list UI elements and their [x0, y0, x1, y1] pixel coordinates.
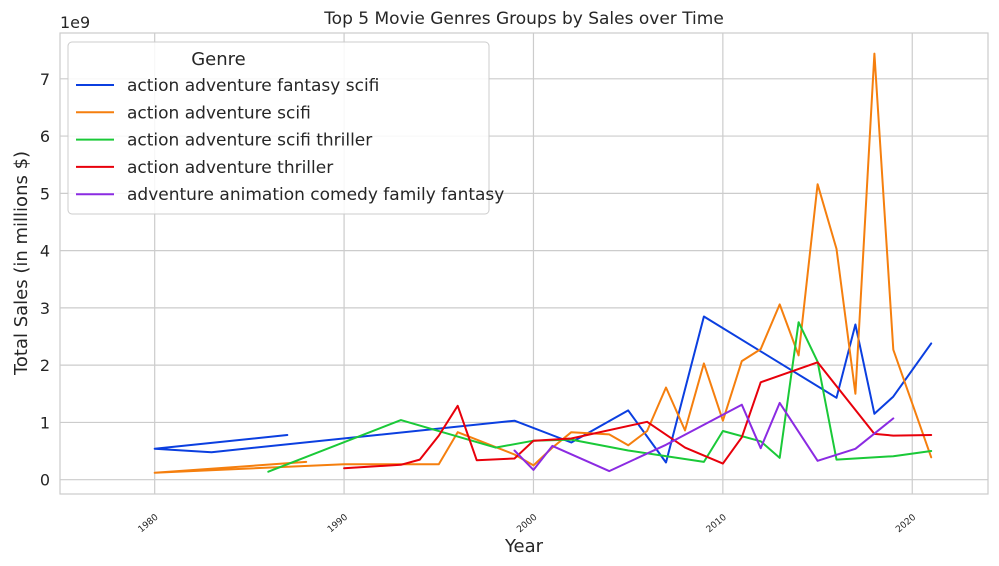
y-tick-label: 0: [40, 471, 50, 490]
y-tick-label: 6: [40, 127, 50, 146]
legend-title: Genre: [191, 49, 246, 70]
legend-label: action adventure thriller: [127, 158, 333, 178]
y-tick-label: 1: [40, 413, 50, 432]
y-axis-offset-label: 1e9: [60, 13, 90, 32]
legend-box: [67, 41, 490, 215]
x-axis-title: Year: [504, 536, 544, 557]
grid: [60, 33, 988, 494]
series-line-2: [153, 52, 933, 474]
legend-label: adventure animation comedy family fantas…: [127, 185, 504, 205]
y-tick-label: 5: [40, 184, 50, 203]
series-line-5: [513, 401, 895, 473]
y-tick-label: 4: [40, 242, 50, 261]
legend: Genre action adventure fantasy scifi actio…: [67, 41, 504, 215]
legend-label: action adventure scifi: [127, 103, 311, 123]
y-axis-title: Total Sales (in millions $): [11, 151, 32, 376]
series-line-3: [267, 321, 933, 473]
series-line-4: [343, 361, 933, 470]
series-line-1: [153, 315, 933, 464]
legend-label: action adventure fantasy scifi: [127, 76, 379, 96]
series-lines: [153, 52, 933, 474]
legend-label: action adventure scifi thriller: [127, 131, 372, 151]
y-tick-label: 2: [40, 356, 50, 375]
chart-title: Top 5 Movie Genres Groups by Sales over …: [323, 9, 724, 29]
y-tick-label: 7: [40, 70, 50, 89]
y-tick-label: 3: [40, 299, 50, 318]
plot-frame: [59, 32, 989, 495]
